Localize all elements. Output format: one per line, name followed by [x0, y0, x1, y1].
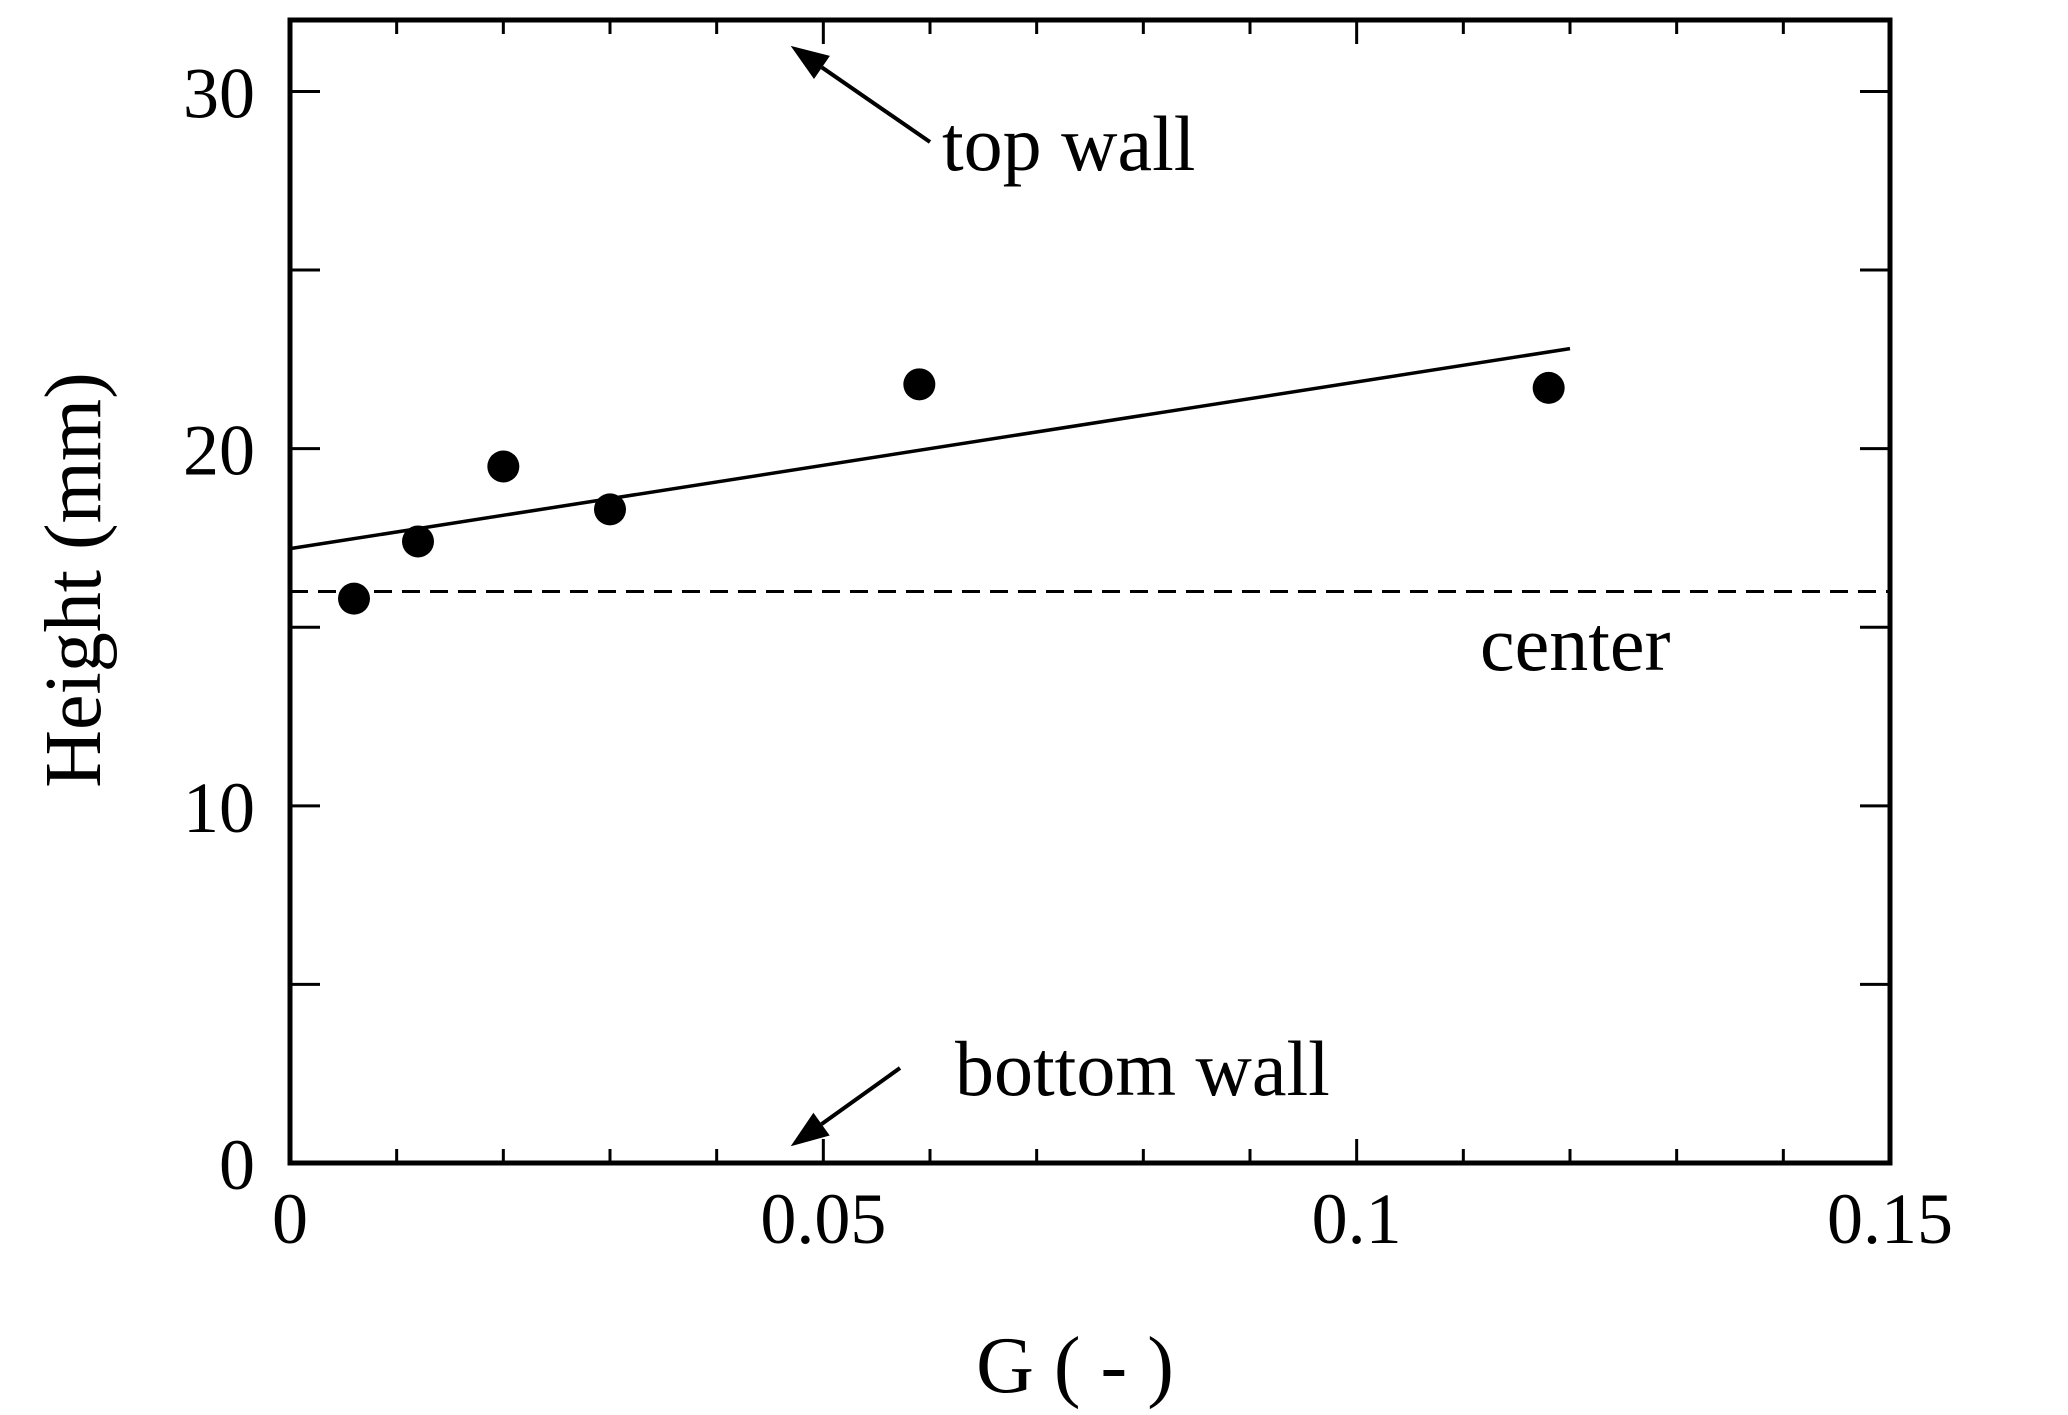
- y-tick-label: 0: [219, 1125, 255, 1205]
- annotations: top wall bottom wall center: [790, 45, 1671, 1147]
- center-label: center: [1480, 600, 1671, 687]
- data-point: [487, 450, 520, 483]
- x-tick-label: 0.05: [760, 1179, 886, 1259]
- data-point: [903, 368, 936, 401]
- top-wall-arrowhead: [790, 45, 830, 79]
- x-tick-label: 0.15: [1827, 1179, 1953, 1259]
- x-tick-label: 0.1: [1312, 1179, 1402, 1259]
- y-tick-label: 30: [183, 53, 255, 133]
- bottom-wall-label: bottom wall: [955, 1025, 1330, 1112]
- data-point: [1532, 371, 1565, 404]
- plot-frame: [287, 17, 1893, 1166]
- data-point: [402, 525, 434, 558]
- top-wall-arrow: [820, 65, 932, 144]
- labels-layer: 0 0.05 0.1 0.15 0 10 20 30: [183, 53, 1953, 1259]
- y-tick-label: 20: [183, 411, 255, 491]
- points-layer: [338, 368, 1565, 615]
- data-point: [338, 582, 370, 615]
- top-wall-label: top wall: [942, 100, 1195, 187]
- x-tick-label: 0: [272, 1179, 308, 1259]
- y-axis-title: Height (mm): [30, 372, 118, 787]
- x-axis-title: G ( - ): [976, 1322, 1174, 1410]
- y-tick-label: 10: [183, 768, 255, 848]
- bottom-wall-arrowhead: [790, 1112, 830, 1147]
- fit-line: [289, 346, 1571, 551]
- bottom-wall-arrow: [820, 1066, 902, 1126]
- lines-layer: [289, 346, 1890, 593]
- data-point: [594, 493, 626, 526]
